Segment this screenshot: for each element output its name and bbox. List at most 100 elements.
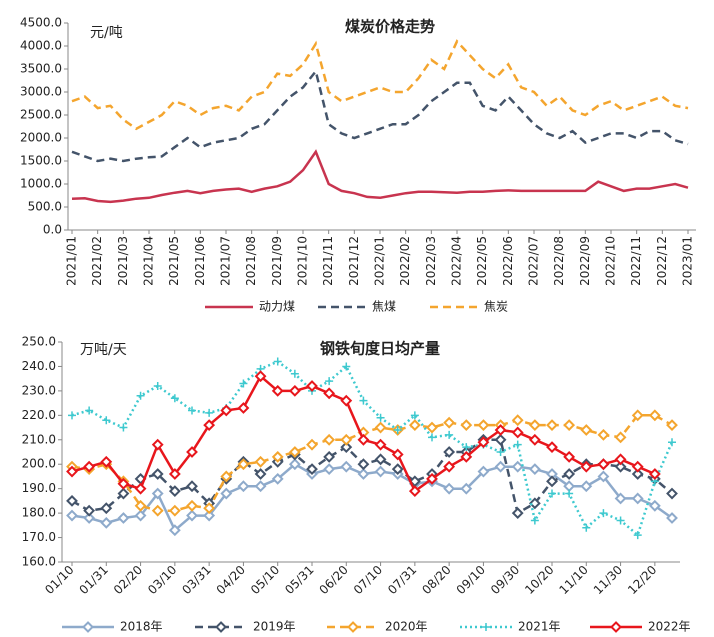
- marker: [203, 419, 216, 432]
- marker: [323, 450, 336, 463]
- legend-label: 2019年: [253, 620, 296, 634]
- x-tick-label: 2021/01: [65, 236, 79, 286]
- marker: [254, 480, 267, 493]
- marker: [188, 406, 196, 415]
- marker: [494, 460, 507, 473]
- legend-label: 焦炭: [484, 300, 508, 314]
- marker: [136, 391, 145, 400]
- marker: [168, 504, 181, 517]
- marker: [323, 433, 336, 446]
- series: [66, 458, 678, 537]
- marker: [237, 402, 250, 414]
- marker: [340, 433, 353, 446]
- marker: [546, 441, 558, 454]
- marker: [151, 438, 164, 451]
- marker: [528, 497, 541, 510]
- marker: [357, 468, 370, 480]
- x-tick-label: 02/20: [111, 563, 145, 597]
- y-tick-label: 2000.0: [20, 131, 62, 145]
- y-tick-label: 250.0: [22, 335, 56, 349]
- marker: [273, 357, 282, 366]
- marker: [186, 446, 198, 458]
- x-tick-label: 07/10: [351, 563, 385, 597]
- x-tick-label: 2022/09: [578, 236, 592, 286]
- x-tick-label: 01/31: [77, 563, 111, 597]
- marker: [631, 492, 644, 505]
- marker: [648, 409, 661, 422]
- marker: [614, 460, 627, 473]
- x-tick-label: 2022/05: [475, 236, 489, 286]
- y-tick-label: 4000.0: [20, 39, 62, 53]
- x-tick-label: 2021/06: [193, 236, 207, 286]
- marker: [117, 487, 130, 500]
- marker: [117, 512, 130, 524]
- marker: [666, 487, 678, 500]
- marker: [306, 438, 318, 451]
- marker: [513, 440, 522, 449]
- y-tick-label: 0.0: [43, 223, 62, 237]
- marker: [203, 502, 216, 515]
- x-tick-label: 11/30: [591, 563, 625, 597]
- series: [71, 149, 689, 204]
- y-tick-label: 3000.0: [20, 85, 62, 99]
- y-tick-label: 180.0: [22, 506, 56, 520]
- legend-label: 动力煤: [259, 300, 295, 314]
- x-tick-label: 2021/11: [321, 236, 335, 286]
- marker: [614, 492, 627, 505]
- marker: [134, 499, 147, 512]
- x-tick-label: 2021/07: [219, 236, 233, 286]
- series: [66, 409, 678, 517]
- marker: [271, 450, 284, 463]
- y-tick-label: 3500.0: [20, 62, 62, 76]
- marker: [565, 489, 574, 498]
- marker: [408, 485, 421, 498]
- marker: [186, 509, 198, 522]
- x-tick-label: 2021/03: [116, 236, 130, 286]
- marker: [460, 419, 473, 432]
- y-tick-label: 190.0: [22, 481, 56, 495]
- marker: [271, 472, 284, 485]
- marker: [203, 509, 216, 522]
- marker: [597, 458, 610, 471]
- marker: [580, 480, 593, 493]
- chart-title: 煤炭价格走势: [345, 18, 435, 36]
- marker: [426, 421, 438, 434]
- x-tick-label: 2021/04: [142, 236, 156, 286]
- series-line: [71, 68, 689, 163]
- marker: [393, 426, 402, 434]
- marker: [477, 436, 490, 449]
- x-tick-label: 2022/08: [552, 236, 566, 286]
- marker: [66, 509, 78, 522]
- chart-title: 钢铁旬度日均产量: [320, 340, 440, 358]
- marker: [477, 465, 490, 478]
- marker: [563, 419, 576, 432]
- x-tick-label: 2022/04: [450, 236, 464, 286]
- marker: [323, 387, 336, 400]
- marker: [134, 482, 147, 495]
- x-tick-label: 2021/05: [167, 236, 181, 286]
- y-tick-label: 210.0: [22, 432, 56, 446]
- marker: [254, 455, 267, 468]
- marker: [374, 421, 387, 434]
- x-tick-label: 2021/08: [244, 236, 258, 286]
- marker: [325, 377, 334, 386]
- marker: [134, 509, 147, 522]
- x-tick-label: 03/10: [145, 563, 179, 597]
- marker: [357, 433, 370, 446]
- marker: [443, 460, 456, 473]
- marker: [186, 480, 198, 493]
- marker: [66, 494, 78, 507]
- marker: [340, 460, 353, 473]
- marker: [462, 443, 471, 452]
- marker: [546, 419, 558, 432]
- x-tick-label: 10/20: [522, 563, 556, 597]
- marker: [374, 453, 387, 466]
- marker: [597, 470, 610, 483]
- marker: [443, 482, 456, 495]
- marker: [614, 431, 627, 444]
- marker: [426, 472, 438, 485]
- y-tick-label: 160.0: [22, 555, 56, 569]
- marker: [205, 408, 214, 417]
- series: [68, 357, 676, 540]
